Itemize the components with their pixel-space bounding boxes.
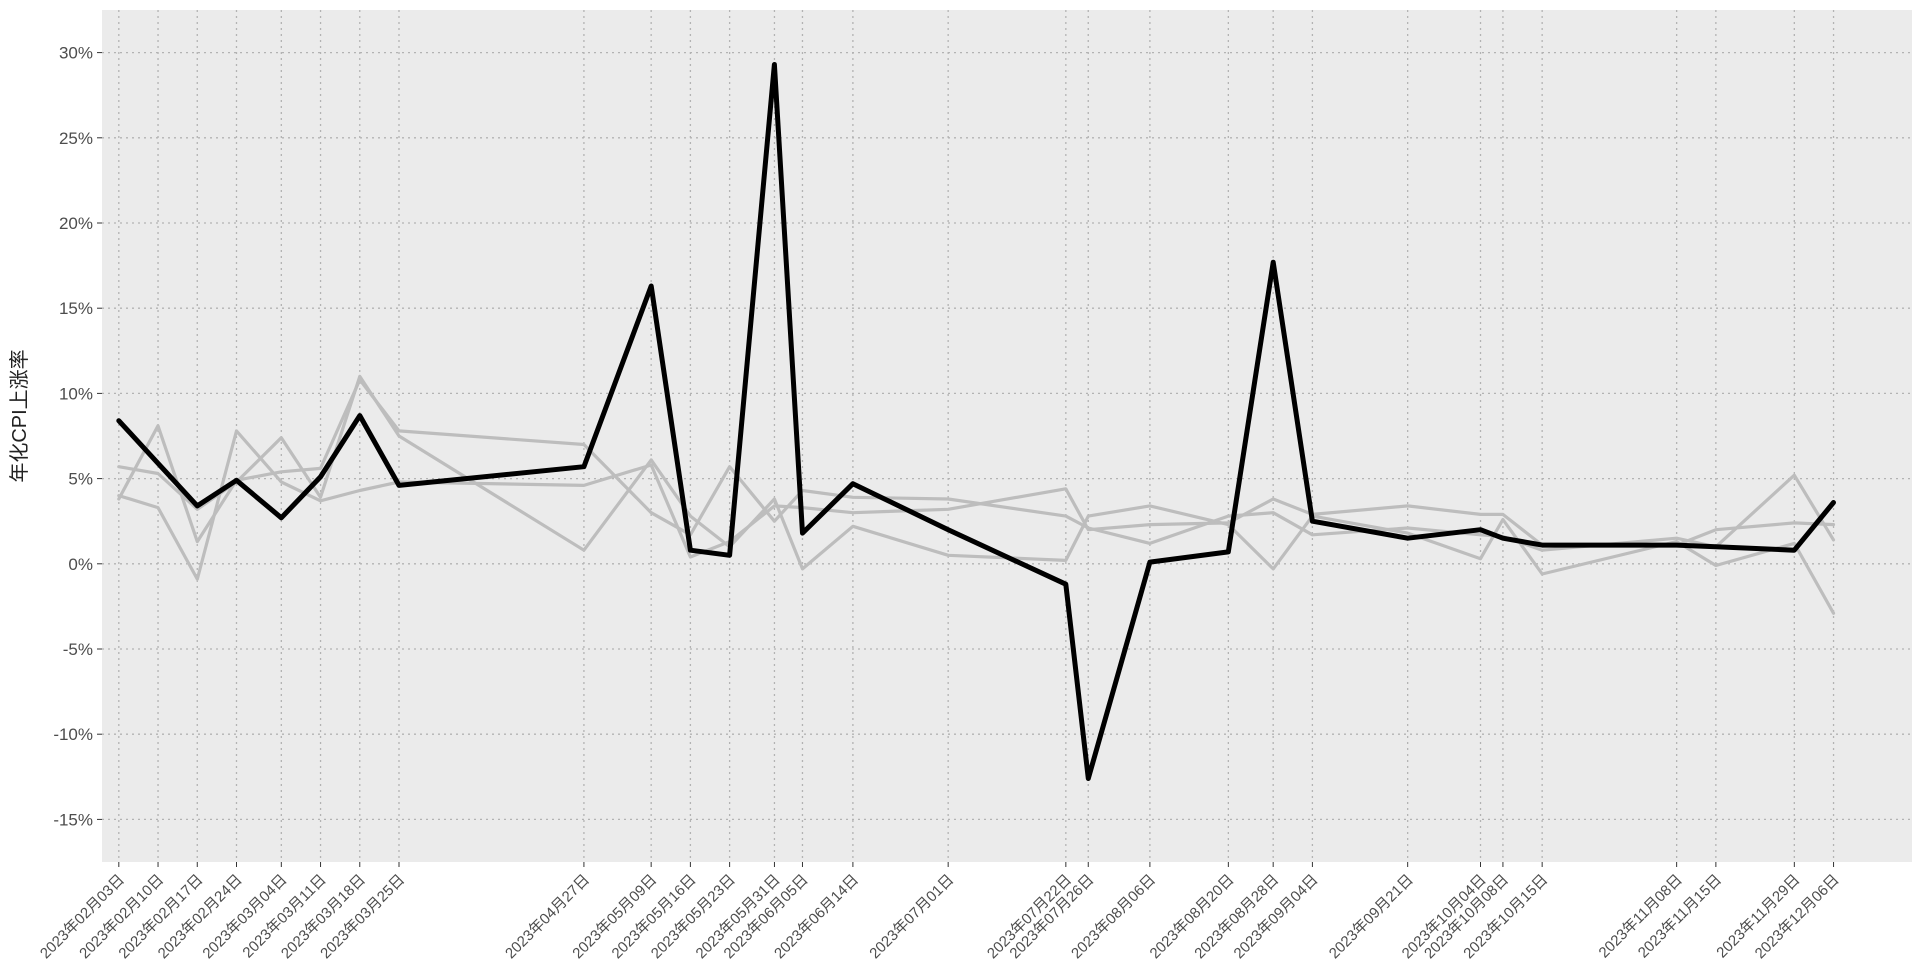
series-lines xyxy=(116,62,1836,781)
y-tick-label: 25% xyxy=(59,129,93,148)
x-tick-label: 2023年07月01日 xyxy=(866,871,957,962)
y-axis-title: 年化CPI上涨率 xyxy=(8,349,31,482)
y-tick-label: -5% xyxy=(63,640,93,659)
y-tick-label: 20% xyxy=(59,214,93,233)
plot-panel xyxy=(102,10,1912,862)
y-axis-ticks: -15% -10% -5% 0% 5% 10% 15% 20% 25% 30% xyxy=(53,44,102,829)
y-tick-label: 30% xyxy=(59,44,93,63)
y-tick-label: -10% xyxy=(53,725,93,744)
y-tick-label: 0% xyxy=(68,555,93,574)
y-tick-label: 5% xyxy=(68,470,93,489)
series-line-background xyxy=(117,374,1836,615)
series-line-highlight xyxy=(116,62,1836,781)
y-tick-label: -15% xyxy=(53,810,93,829)
y-tick-label: 10% xyxy=(59,384,93,403)
series-line-background xyxy=(117,429,1836,581)
x-axis-ticks: 2023年02月03日2023年02月10日2023年02月17日2023年02… xyxy=(37,862,1843,962)
y-tick-label: 15% xyxy=(59,299,93,318)
